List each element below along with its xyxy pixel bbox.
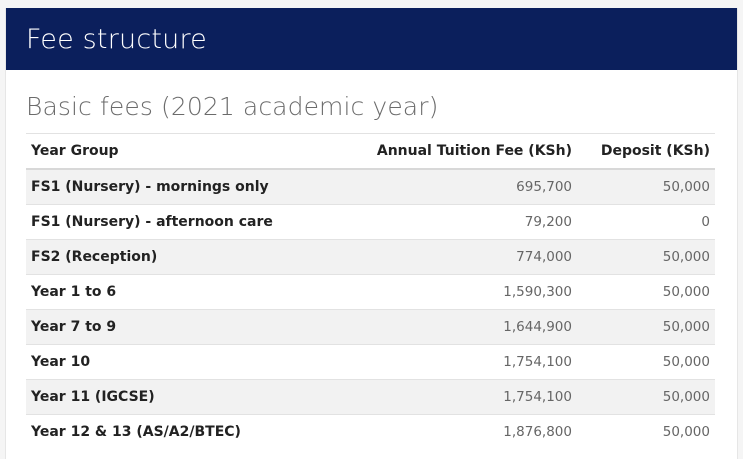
tuition-cell: 1,754,100 [346,344,577,380]
year-group-cell: FS1 (Nursery) - mornings only [26,168,346,205]
deposit-cell: 50,000 [577,239,715,275]
table-row: Year 12 & 13 (AS/A2/BTEC) 1,876,800 50,0… [26,414,715,449]
table-row: FS2 (Reception) 774,000 50,000 [26,239,715,275]
deposit-cell: 50,000 [577,344,715,380]
table-row: Year 10 1,754,100 50,000 [26,344,715,380]
year-group-cell: Year 10 [26,344,346,380]
year-group-cell: FS2 (Reception) [26,239,346,275]
page-title: Fee structure [6,8,737,70]
deposit-cell: 0 [577,204,715,240]
tuition-cell: 695,700 [346,168,577,205]
deposit-cell: 50,000 [577,379,715,415]
deposit-cell: 50,000 [577,414,715,449]
column-header-deposit: Deposit (KSh) [577,133,715,170]
table-row: Year 11 (IGCSE) 1,754,100 50,000 [26,379,715,415]
deposit-cell: 50,000 [577,309,715,345]
deposit-cell: 50,000 [577,274,715,310]
year-group-cell: FS1 (Nursery) - afternoon care [26,204,346,240]
tuition-cell: 1,590,300 [346,274,577,310]
column-header-tuition: Annual Tuition Fee (KSh) [346,133,577,170]
fee-table: Year Group Annual Tuition Fee (KSh) Depo… [26,133,715,449]
column-header-year-group: Year Group [26,133,346,170]
year-group-cell: Year 7 to 9 [26,309,346,345]
tuition-cell: 1,644,900 [346,309,577,345]
tuition-cell: 774,000 [346,239,577,275]
table-row: FS1 (Nursery) - mornings only 695,700 50… [26,168,715,205]
tuition-cell: 1,754,100 [346,379,577,415]
table-header-row: Year Group Annual Tuition Fee (KSh) Depo… [26,133,715,170]
section-title: Basic fees (2021 academic year) [26,92,439,121]
deposit-cell: 50,000 [577,168,715,205]
year-group-cell: Year 1 to 6 [26,274,346,310]
tuition-cell: 79,200 [346,204,577,240]
table-row: Year 1 to 6 1,590,300 50,000 [26,274,715,310]
year-group-cell: Year 11 (IGCSE) [26,379,346,415]
table-row: Year 7 to 9 1,644,900 50,000 [26,309,715,345]
tuition-cell: 1,876,800 [346,414,577,449]
fee-panel: Fee structure Basic fees (2021 academic … [5,8,738,459]
year-group-cell: Year 12 & 13 (AS/A2/BTEC) [26,414,346,449]
table-row: FS1 (Nursery) - afternoon care 79,200 0 [26,204,715,240]
